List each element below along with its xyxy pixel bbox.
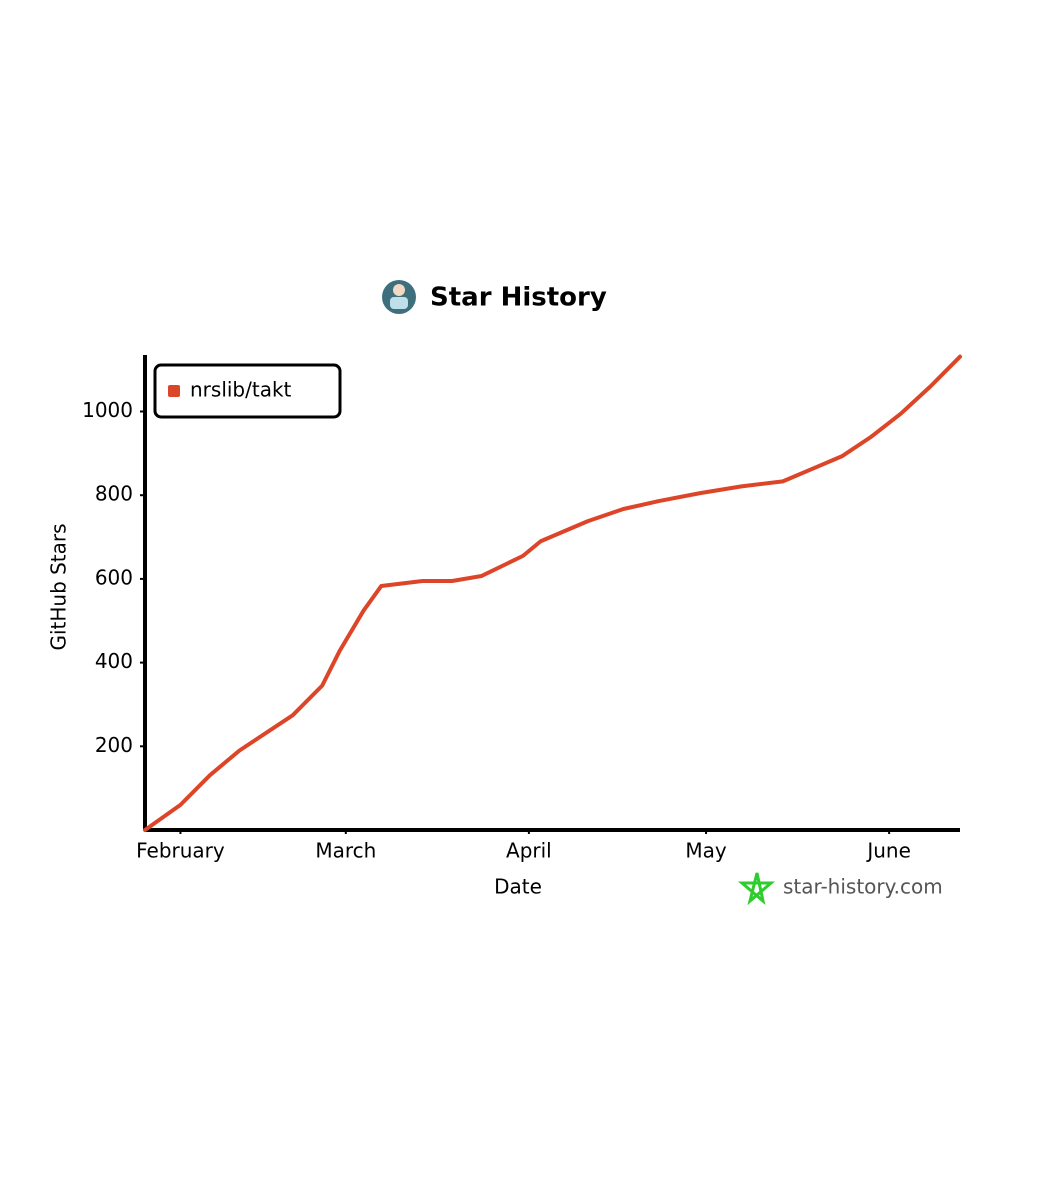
x-tick-label: April bbox=[506, 839, 552, 863]
y-tick-label: 200 bbox=[95, 733, 133, 757]
legend-swatch bbox=[168, 385, 180, 397]
y-tick-label: 1000 bbox=[82, 398, 133, 422]
y-axis-label: GitHub Stars bbox=[47, 523, 71, 650]
y-tick-label: 400 bbox=[95, 649, 133, 673]
legend-label: nrslib/takt bbox=[190, 378, 292, 402]
x-tick-label: May bbox=[685, 839, 727, 863]
chart-title: Star History bbox=[430, 283, 607, 313]
legend-box bbox=[153, 363, 342, 419]
watermark: star-history.com bbox=[783, 875, 943, 899]
watermark-icon bbox=[737, 872, 776, 906]
x-axis-label: Date bbox=[494, 875, 542, 899]
x-tick-label: March bbox=[315, 839, 376, 863]
y-tick-label: 800 bbox=[95, 482, 133, 506]
x-tick-label: June bbox=[865, 839, 911, 863]
x-tick-label: February bbox=[136, 839, 225, 863]
y-tick-label: 600 bbox=[95, 565, 133, 589]
title-icon bbox=[382, 280, 416, 314]
series-line bbox=[143, 354, 962, 832]
